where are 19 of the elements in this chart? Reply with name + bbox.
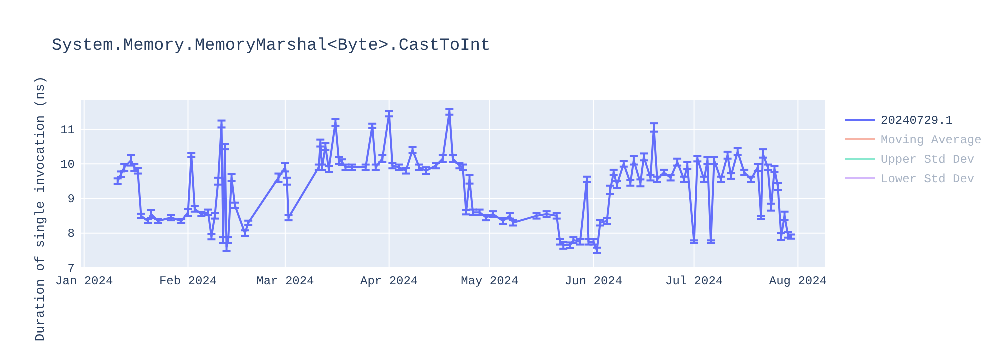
legend-label: Moving Average xyxy=(881,134,982,148)
x-tick-label: Jun 2024 xyxy=(564,274,623,289)
x-tick-label: Mar 2024 xyxy=(256,274,314,289)
legend-label: 20240729.1 xyxy=(881,114,954,128)
y-tick-label: 11 xyxy=(60,123,75,138)
x-tick-label: Apr 2024 xyxy=(360,274,418,289)
legend-label: Upper Std Dev xyxy=(881,153,975,167)
y-tick-label: 8 xyxy=(68,227,75,242)
y-axis-title: Duration of single invocation (ns) xyxy=(33,76,48,342)
legend-label: Lower Std Dev xyxy=(881,172,975,186)
x-tick-label: Jan 2024 xyxy=(56,274,114,289)
x-tick-label: Feb 2024 xyxy=(159,274,218,289)
y-tick-label: 10 xyxy=(60,158,75,172)
x-tick-label: May 2024 xyxy=(461,274,519,289)
y-tick-label: 7 xyxy=(68,262,75,276)
x-tick-label: Jul 2024 xyxy=(665,274,724,289)
chart-title: System.Memory.MemoryMarshal<Byte>.CastToInt xyxy=(52,37,491,56)
y-tick-label: 9 xyxy=(68,192,75,207)
x-tick-label: Aug 2024 xyxy=(769,274,827,289)
